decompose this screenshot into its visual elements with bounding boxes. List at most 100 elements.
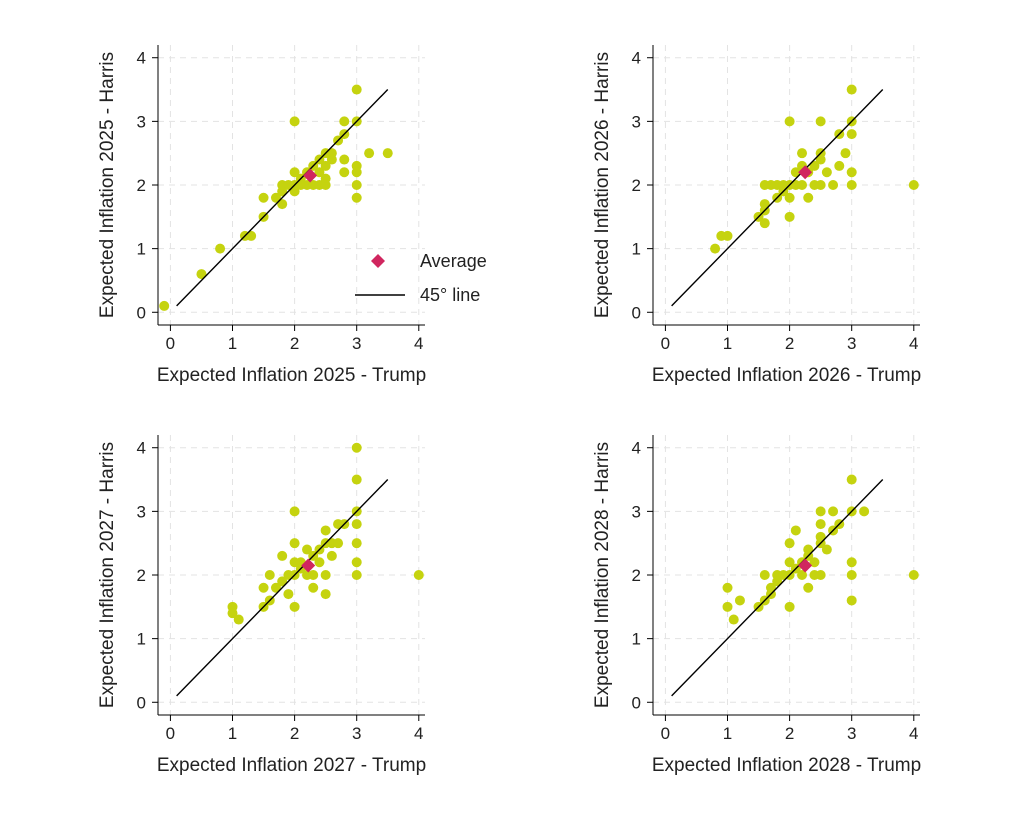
- data-point: [908, 570, 919, 580]
- y-axis-title: Expected Inflation 2025 - Harris: [97, 52, 118, 318]
- y-tick-label: 4: [137, 439, 146, 458]
- data-point: [351, 84, 362, 95]
- x-tick-label: 3: [847, 334, 856, 353]
- data-point: [790, 525, 801, 536]
- data-point: [846, 167, 857, 178]
- data-point: [289, 506, 300, 517]
- data-point: [846, 570, 857, 580]
- data-point: [840, 148, 851, 159]
- scatter-plot-2027: 0 1 2 3 4 0 1 2 3 4 Expected Inflation 2027 - Trum…: [97, 435, 426, 776]
- data-point: [828, 506, 839, 517]
- data-point: [351, 167, 362, 178]
- data-point: [351, 180, 362, 190]
- x-tick-label: 3: [352, 724, 361, 743]
- data-point: [277, 199, 288, 210]
- x-tick-label: 4: [909, 334, 918, 353]
- y-tick-label: 2: [632, 176, 641, 195]
- data-point: [339, 154, 350, 165]
- x-axis-title: Expected Inflation 2026 - Trump: [652, 365, 921, 386]
- data-point: [846, 474, 857, 485]
- data-point: [834, 160, 845, 171]
- data-point: [815, 570, 826, 580]
- legend-average-marker: [371, 254, 385, 268]
- data-point: [264, 570, 275, 580]
- data-point: [258, 192, 269, 203]
- data-point: [289, 538, 300, 549]
- data-point: [289, 167, 300, 178]
- data-point: [351, 192, 362, 203]
- data-point: [759, 570, 770, 580]
- data-point: [803, 544, 814, 555]
- y-axis-title: Expected Inflation 2027 - Harris: [97, 442, 118, 708]
- data-point: [784, 192, 795, 203]
- legend-line-label: 45° line: [420, 285, 480, 305]
- data-point: [765, 582, 776, 593]
- x-tick-label: 1: [228, 724, 237, 743]
- data-point: [828, 180, 839, 190]
- data-point: [413, 570, 424, 580]
- data-point: [308, 582, 319, 593]
- data-point: [821, 544, 832, 555]
- scatter-panel-2026: 0 1 2 3 4 0 1 2 3 4 Expected Inflation 2026 - Trum…: [495, 5, 995, 405]
- y-tick-label: 0: [632, 693, 641, 712]
- data-point: [289, 601, 300, 612]
- data-point: [270, 582, 281, 593]
- data-point: [159, 300, 170, 311]
- reference-line-45deg: [176, 479, 389, 697]
- data-point: [227, 608, 238, 619]
- data-point: [722, 582, 733, 593]
- x-tick-label: 1: [723, 724, 732, 743]
- y-tick-label: 3: [137, 502, 146, 521]
- data-point: [314, 557, 325, 568]
- x-axis-title: Expected Inflation 2027 - Trump: [157, 755, 426, 776]
- data-point: [339, 167, 350, 178]
- data-point: [815, 116, 826, 127]
- y-axis-title: Expected Inflation 2026 - Harris: [592, 52, 613, 318]
- y-tick-label: 4: [632, 439, 641, 458]
- scatter-panel-2025: 0 1 2 3 4 0 1 2 3 4 Expected Inflation 2025 - Trum…: [0, 5, 500, 405]
- data-point: [784, 116, 795, 127]
- x-tick-label: 4: [414, 724, 423, 743]
- scatter-panel-2028: 0 1 2 3 4 0 1 2 3 4 Expected Inflation 2028 - Trum…: [495, 395, 995, 795]
- x-tick-label: 0: [166, 724, 175, 743]
- average-marker: [301, 558, 316, 573]
- data-point: [351, 538, 362, 549]
- data-point: [320, 160, 331, 171]
- x-tick-label: 3: [847, 724, 856, 743]
- data-point: [859, 506, 870, 517]
- data-point: [277, 576, 288, 587]
- data-point: [289, 116, 300, 127]
- y-tick-label: 4: [632, 49, 641, 68]
- data-point: [270, 192, 281, 203]
- data-point: [302, 544, 313, 555]
- x-axis-title: Expected Inflation 2028 - Trump: [652, 755, 921, 776]
- y-tick-label: 1: [137, 240, 146, 259]
- data-point: [759, 218, 770, 229]
- data-point: [277, 550, 288, 561]
- data-point: [283, 589, 294, 600]
- data-point: [326, 148, 337, 159]
- scatter-plot-2028: 0 1 2 3 4 0 1 2 3 4 Expected Inflation 2028 - Trum…: [592, 435, 921, 776]
- reference-line-45deg: [671, 89, 884, 307]
- data-point: [908, 180, 919, 190]
- x-tick-label: 4: [909, 724, 918, 743]
- x-tick-label: 2: [785, 334, 794, 353]
- reference-line-45deg: [176, 89, 389, 307]
- reference-line-45deg: [671, 479, 884, 697]
- y-tick-label: 2: [137, 176, 146, 195]
- average-marker: [303, 168, 318, 183]
- data-point: [846, 129, 857, 140]
- data-point: [333, 538, 344, 549]
- data-point: [351, 557, 362, 568]
- data-point: [797, 148, 808, 159]
- data-point: [314, 167, 325, 178]
- data-point: [233, 614, 244, 625]
- data-point: [846, 595, 857, 606]
- data-point: [821, 167, 832, 178]
- scatter-plot-2025: 0 1 2 3 4 0 1 2 3 4 Expected Inflation 2025 - Trum…: [97, 45, 487, 386]
- data-point: [784, 601, 795, 612]
- data-point: [797, 570, 808, 580]
- data-point: [722, 230, 733, 241]
- data-point: [846, 180, 857, 190]
- y-tick-label: 1: [632, 630, 641, 649]
